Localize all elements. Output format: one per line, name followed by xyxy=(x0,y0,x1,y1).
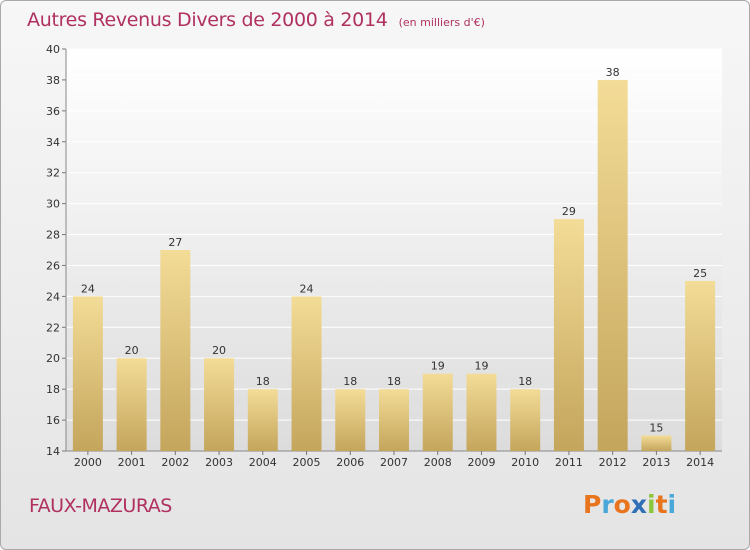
y-tick-label: 34 xyxy=(46,136,60,149)
bar-value-label: 18 xyxy=(256,375,270,388)
y-tick-label: 22 xyxy=(46,321,60,334)
y-tick-label: 28 xyxy=(46,229,60,242)
bar-value-label: 19 xyxy=(474,360,488,373)
x-tick-label: 2003 xyxy=(205,456,233,469)
bar-2009 xyxy=(466,373,497,451)
y-tick-label: 32 xyxy=(46,167,60,180)
x-tick-label: 2004 xyxy=(249,456,277,469)
y-tick-label: 18 xyxy=(46,383,60,396)
bar-2003 xyxy=(204,358,235,451)
chart-subtitle: (en milliers d'€) xyxy=(398,16,485,29)
bar-2012 xyxy=(597,79,628,451)
bar-2001 xyxy=(116,358,147,451)
x-tick-label: 2011 xyxy=(555,456,583,469)
bar-value-label: 38 xyxy=(606,66,620,79)
bar-value-label: 24 xyxy=(81,282,95,295)
bar-value-label: 18 xyxy=(343,375,357,388)
y-tick-label: 14 xyxy=(46,445,60,458)
bar-value-label: 24 xyxy=(300,282,314,295)
bar-value-label: 18 xyxy=(518,375,532,388)
bar-value-label: 25 xyxy=(693,267,707,280)
bar-2004 xyxy=(247,389,278,451)
brand-logo-letter: P xyxy=(583,490,602,519)
brand-logo-letter: i xyxy=(667,490,677,519)
x-tick-label: 2014 xyxy=(686,456,714,469)
brand-logo-letter: r xyxy=(601,490,614,519)
chart-title-block: Autres Revenus Divers de 2000 à 2014 (en… xyxy=(27,9,485,31)
bar-2002 xyxy=(160,250,191,451)
y-tick-label: 38 xyxy=(46,74,60,87)
bar-2014 xyxy=(685,280,716,451)
brand-logo-letter: x xyxy=(630,490,647,519)
y-tick-label: 20 xyxy=(46,352,60,365)
y-tick-label: 36 xyxy=(46,105,60,118)
brand-logo-letter: o xyxy=(613,490,631,519)
brand-logo: Proxiti xyxy=(583,490,676,519)
x-tick-label: 2013 xyxy=(642,456,670,469)
bar-2000 xyxy=(72,296,103,451)
y-tick-label: 24 xyxy=(46,290,60,303)
x-tick-label: 2006 xyxy=(336,456,364,469)
brand-logo-letter: t xyxy=(655,490,668,519)
bar-2005 xyxy=(291,296,322,451)
bar-value-label: 20 xyxy=(125,344,139,357)
bar-value-label: 27 xyxy=(168,236,182,249)
bar-2013 xyxy=(641,435,672,451)
chart-title: Autres Revenus Divers de 2000 à 2014 xyxy=(27,9,388,31)
bar-2008 xyxy=(422,373,453,451)
bar-2011 xyxy=(553,219,584,451)
bar-value-label: 29 xyxy=(562,205,576,218)
bar-2006 xyxy=(335,389,366,451)
bar-value-label: 15 xyxy=(649,422,663,435)
y-tick-label: 40 xyxy=(46,43,60,56)
x-tick-label: 2002 xyxy=(161,456,189,469)
brand-logo-letter: i xyxy=(647,490,656,519)
x-tick-label: 2005 xyxy=(293,456,321,469)
y-tick-label: 26 xyxy=(46,259,60,272)
x-tick-label: 2009 xyxy=(467,456,495,469)
x-tick-label: 2000 xyxy=(74,456,102,469)
bar-2010 xyxy=(510,389,541,451)
bar-value-label: 20 xyxy=(212,344,226,357)
y-tick-label: 30 xyxy=(46,198,60,211)
x-tick-label: 2010 xyxy=(511,456,539,469)
bar-value-label: 18 xyxy=(387,375,401,388)
bar-2007 xyxy=(379,389,409,451)
x-tick-label: 2012 xyxy=(599,456,627,469)
commune-name: FAUX-MAZURAS xyxy=(29,495,172,517)
x-tick-label: 2008 xyxy=(424,456,452,469)
y-tick-label: 16 xyxy=(46,414,60,427)
x-tick-label: 2007 xyxy=(380,456,408,469)
bar-value-label: 19 xyxy=(431,360,445,373)
x-tick-label: 2001 xyxy=(118,456,146,469)
